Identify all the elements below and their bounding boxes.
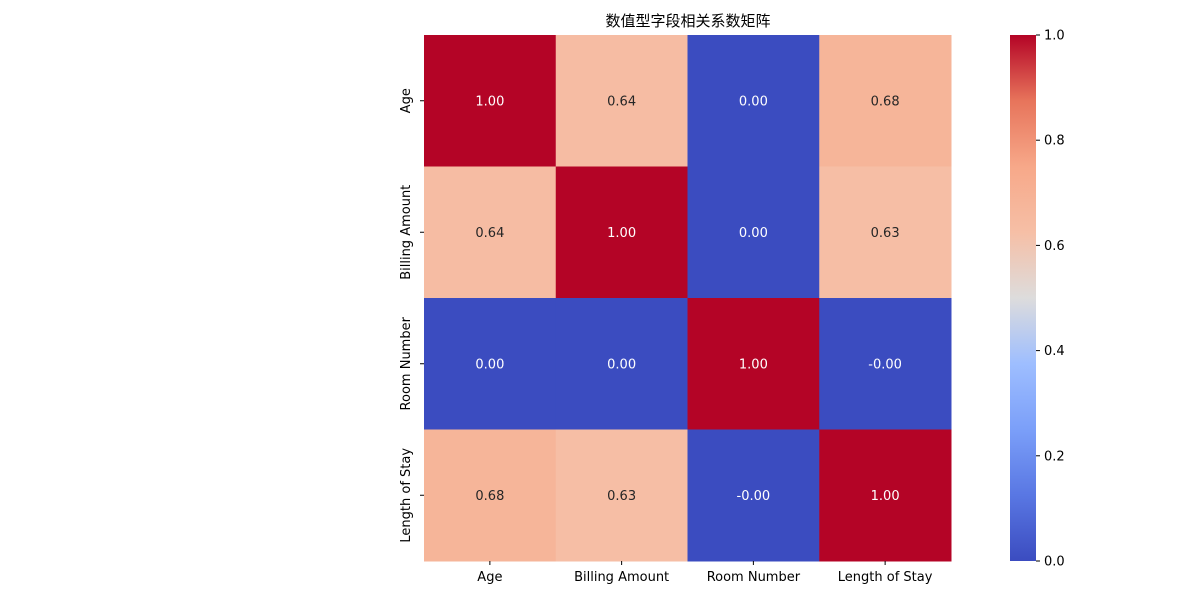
colorbar-tick-label: 0.8	[1044, 134, 1065, 149]
y-tick-label: Room Number	[399, 316, 414, 410]
heatmap-cell	[687, 166, 820, 299]
cell-value-label: 0.00	[475, 357, 504, 372]
colorbar-tick-label: 0.2	[1044, 449, 1065, 464]
colorbar-gradient	[1010, 35, 1036, 561]
cell-value-label: 0.00	[739, 94, 768, 109]
heatmap-cell	[424, 166, 557, 299]
x-tick-label: Billing Amount	[574, 570, 669, 585]
x-tick-label: Length of Stay	[838, 570, 933, 585]
heatmap-cell	[687, 35, 820, 167]
cell-value-label: 0.68	[871, 94, 900, 109]
heatmap-cells: 1.00 0.64 0.00 0.68 0.64 1.00 0.00 0.63 0.00 0.00…	[424, 35, 952, 562]
colorbar-tick-label: 1.0	[1044, 29, 1065, 44]
y-tick-label: Length of Stay	[399, 448, 414, 543]
cell-value-label: 1.00	[739, 357, 768, 372]
cell-value-label: 1.00	[475, 94, 504, 109]
y-axis: Age Billing Amount Room Number Length of St…	[399, 88, 424, 543]
cell-value-label: 0.63	[607, 489, 636, 504]
heatmap-cell	[819, 429, 952, 562]
cell-value-label: 1.00	[607, 226, 636, 241]
cell-value-label: -0.00	[737, 489, 771, 504]
colorbar-tick-label: 0.0	[1044, 555, 1065, 570]
cell-value-label: 0.00	[607, 357, 636, 372]
heatmap-cell	[424, 35, 557, 167]
colorbar-tick-label: 0.6	[1044, 239, 1065, 254]
colorbar: 0.0 0.2 0.4 0.6 0.8 1.0	[1010, 29, 1065, 570]
heatmap-cell	[555, 166, 688, 299]
heatmap-cell	[819, 35, 952, 167]
chart-title: 数值型字段相关系数矩阵	[605, 12, 770, 30]
x-axis: Age Billing Amount Room Number Length of St…	[477, 561, 933, 585]
heatmap-cell	[424, 298, 557, 430]
cell-value-label: 0.64	[607, 94, 636, 109]
heatmap-cell	[687, 429, 820, 562]
colorbar-tick-label: 0.4	[1044, 344, 1065, 359]
cell-value-label: -0.00	[868, 357, 902, 372]
cell-value-label: 0.63	[871, 226, 900, 241]
heatmap-cell	[555, 35, 688, 167]
cell-value-label: 0.64	[475, 226, 504, 241]
x-tick-label: Age	[477, 570, 502, 585]
heatmap-cell	[424, 429, 557, 562]
cell-value-label: 1.00	[871, 489, 900, 504]
cell-value-label: 0.68	[475, 489, 504, 504]
heatmap-cell	[555, 429, 688, 562]
x-tick-label: Room Number	[707, 570, 801, 585]
heatmap-cell	[687, 298, 820, 430]
heatmap-cell	[555, 298, 688, 430]
y-tick-label: Age	[399, 88, 414, 113]
y-tick-label: Billing Amount	[399, 185, 414, 280]
heatmap-cell	[819, 166, 952, 299]
cell-value-label: 0.00	[739, 226, 768, 241]
heatmap-cell	[819, 298, 952, 430]
